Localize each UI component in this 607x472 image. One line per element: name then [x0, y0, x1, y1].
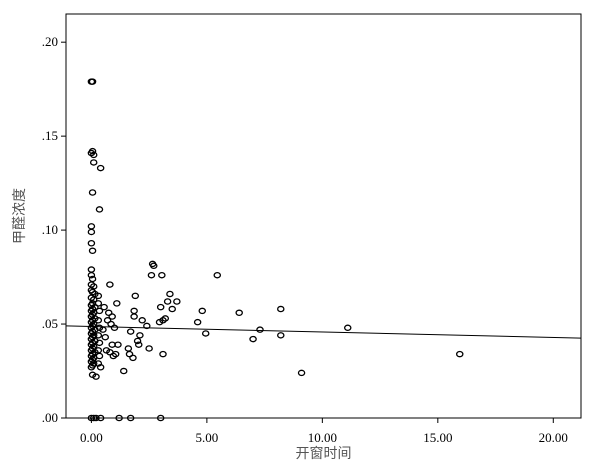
data-point: [143, 322, 151, 330]
y-axis-title: 甲醛浓度: [12, 188, 28, 244]
y-axis-ticks: .00 .05 .10 .15 .20: [42, 34, 66, 425]
data-point: [88, 147, 97, 155]
data-point: [88, 78, 97, 85]
data-point: [96, 364, 105, 371]
x-axis-ticks: 0.00 5.00 10.00 15.00 20.00: [80, 418, 568, 445]
data-point: [161, 315, 170, 322]
data-point: [87, 364, 96, 371]
data-point: [343, 324, 352, 332]
data-point: [101, 333, 110, 341]
data-point: [134, 341, 143, 348]
data-point: [96, 414, 105, 422]
data-point: [108, 313, 116, 320]
y-tick-label: .20: [42, 34, 58, 49]
plot-frame: [65, 13, 582, 419]
data-point: [158, 271, 166, 279]
data-point: [87, 271, 96, 279]
data-points-group: [87, 78, 464, 422]
data-point: [126, 414, 135, 422]
data-point: [92, 414, 100, 422]
fit-line: [65, 325, 582, 339]
data-point: [159, 350, 167, 358]
x-axis-title: 开窗时间: [296, 445, 352, 462]
data-point: [87, 223, 96, 230]
data-point: [249, 335, 257, 343]
data-point: [168, 305, 176, 313]
y-tick-label: .10: [42, 222, 58, 237]
data-point: [129, 354, 137, 362]
data-point: [277, 332, 285, 339]
x-tick-label: 15.00: [423, 430, 452, 445]
data-point: [198, 307, 207, 315]
data-point: [297, 369, 306, 377]
data-point: [150, 262, 158, 270]
data-point: [277, 305, 285, 313]
data-point: [256, 326, 264, 333]
x-tick-label: 20.00: [539, 430, 568, 445]
data-point: [89, 159, 98, 166]
data-point: [235, 309, 243, 317]
data-point: [163, 298, 172, 305]
data-point: [124, 345, 133, 352]
fit-line-group: [65, 325, 582, 339]
data-point: [115, 414, 123, 422]
data-point: [88, 189, 97, 196]
data-point: [94, 332, 103, 339]
data-point: [99, 326, 107, 333]
data-point: [94, 300, 103, 307]
data-point: [136, 332, 144, 339]
data-point: [87, 239, 96, 247]
data-point: [94, 317, 103, 324]
data-point: [109, 352, 118, 360]
data-point: [92, 373, 100, 380]
y-tick-label: .15: [42, 128, 58, 143]
data-point: [111, 350, 120, 358]
data-point: [106, 281, 114, 288]
data-point: [133, 337, 142, 345]
data-point: [95, 206, 104, 213]
x-tick-label: 5.00: [195, 430, 218, 445]
data-point: [95, 352, 104, 360]
data-point: [94, 292, 103, 300]
data-point: [166, 290, 174, 298]
y-tick-label: .05: [42, 316, 58, 331]
data-point: [126, 328, 135, 335]
data-point: [147, 271, 156, 279]
data-point: [113, 300, 121, 307]
data-point: [456, 350, 464, 358]
data-point: [156, 303, 165, 311]
data-point: [89, 296, 98, 303]
data-point: [95, 339, 104, 347]
data-point: [130, 313, 138, 320]
data-point: [193, 318, 202, 326]
data-point: [130, 307, 138, 315]
data-point: [201, 330, 210, 337]
data-point: [110, 324, 119, 332]
data-point: [159, 317, 167, 324]
data-point: [173, 298, 181, 305]
data-point: [119, 367, 128, 375]
x-tick-label: 10.00: [308, 430, 337, 445]
data-point: [95, 307, 104, 315]
data-point: [100, 303, 108, 311]
data-point: [156, 414, 165, 422]
data-point: [213, 271, 222, 279]
data-point: [138, 317, 146, 324]
data-point: [89, 151, 98, 159]
data-point: [114, 341, 122, 348]
data-point: [131, 292, 140, 300]
data-point: [88, 247, 97, 255]
data-point: [145, 345, 153, 352]
data-point: [87, 266, 96, 273]
y-tick-label: .00: [42, 410, 58, 425]
data-point: [87, 228, 96, 236]
data-point: [96, 164, 105, 172]
x-tick-label: 0.00: [80, 430, 103, 445]
